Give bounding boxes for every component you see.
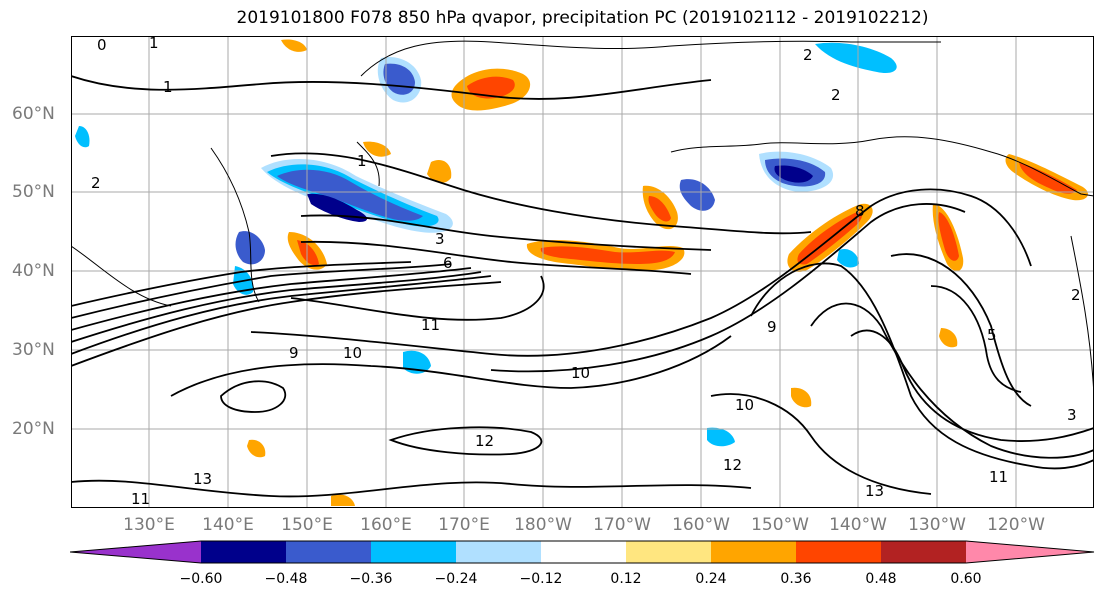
contour-label: 2 <box>831 86 841 104</box>
contour-label: 2 <box>803 46 813 64</box>
colorbar-segment <box>881 541 966 563</box>
colorbar-tick-label: −0.48 <box>264 571 308 587</box>
contour-labels: 0 1 1 1 2 2 2 2 3 3 5 6 8 9 9 10 10 10 1… <box>91 36 1081 508</box>
contour-label: 9 <box>289 344 299 362</box>
contour-label: 10 <box>735 396 754 414</box>
contour-label: 2 <box>91 174 101 192</box>
contour-label: 12 <box>475 432 494 450</box>
contour-label: 9 <box>767 318 777 336</box>
colorbar-segment <box>711 541 796 563</box>
contour-label: 3 <box>435 230 445 248</box>
contour-label: 11 <box>989 468 1008 486</box>
lon-label-130w: 130°W <box>908 515 966 535</box>
lon-label-150e: 150°E <box>281 515 333 535</box>
colorbar-tick-label: 0.12 <box>610 571 642 587</box>
lat-label-40n: 40°N <box>12 261 55 281</box>
contour-label: 1 <box>163 78 173 96</box>
colorbar-tick-label: −0.24 <box>434 571 478 587</box>
contour-label: 12 <box>723 456 742 474</box>
contour-label: 11 <box>421 316 440 334</box>
colorbar-extend-high <box>966 541 1094 563</box>
lon-label-160e: 160°E <box>360 515 412 535</box>
contour-label: 5 <box>987 326 997 344</box>
colorbar-tick-label: −0.36 <box>349 571 393 587</box>
colorbar <box>70 540 1095 564</box>
colorbar-tick-label: 0.48 <box>865 571 897 587</box>
lon-label-150w: 150°W <box>751 515 809 535</box>
lon-label-140w: 140°W <box>829 515 887 535</box>
lat-label-60n: 60°N <box>12 104 55 124</box>
colorbar-tick-label: 0.36 <box>780 571 812 587</box>
contour-label: 2 <box>1071 286 1081 304</box>
colorbar-tick-label: 0.60 <box>950 571 982 587</box>
colorbar-segment <box>201 541 286 563</box>
colorbar-tick-label: −0.60 <box>179 571 223 587</box>
contour-label: 11 <box>131 490 150 508</box>
contour-label: 8 <box>855 202 865 220</box>
lat-label-30n: 30°N <box>12 340 55 360</box>
coastlines <box>71 40 1094 397</box>
lon-label-170w: 170°W <box>593 515 651 535</box>
colorbar-tick-label: 0.24 <box>695 571 727 587</box>
map-title: 2019101800 F078 850 hPa qvapor, precipit… <box>236 8 929 28</box>
colorbar-segment <box>286 541 371 563</box>
map-panel: 0 1 1 1 2 2 2 2 3 3 5 6 8 9 9 10 10 10 1… <box>71 36 1094 508</box>
lon-label-180w: 180°W <box>514 515 572 535</box>
graticule <box>71 36 1094 508</box>
colorbar-segment <box>796 541 881 563</box>
colorbar-segment <box>541 541 626 563</box>
lon-label-140e: 140°E <box>202 515 254 535</box>
lat-label-20n: 20°N <box>12 419 55 439</box>
contour-label: 13 <box>865 482 884 500</box>
contour-label: 1 <box>357 152 367 170</box>
colorbar-extend-low <box>70 541 201 563</box>
contour-label: 6 <box>443 254 453 272</box>
contour-label: 1 <box>149 36 159 52</box>
colorbar-segment <box>626 541 711 563</box>
colorbar-segment <box>456 541 541 563</box>
lat-label-50n: 50°N <box>12 182 55 202</box>
contour-label: 3 <box>1067 406 1077 424</box>
contour-label: 10 <box>343 344 362 362</box>
colorbar-segment <box>371 541 456 563</box>
contour-label: 10 <box>571 364 590 382</box>
lon-label-160w: 160°W <box>672 515 730 535</box>
colorbar-tick-label: −0.12 <box>519 571 563 587</box>
lon-label-130e: 130°E <box>123 515 175 535</box>
qvapor-contours <box>71 75 1094 498</box>
lon-label-170e: 170°E <box>438 515 490 535</box>
lon-label-120w: 120°W <box>987 515 1045 535</box>
contour-label: 0 <box>97 36 107 54</box>
contour-label: 13 <box>193 470 212 488</box>
